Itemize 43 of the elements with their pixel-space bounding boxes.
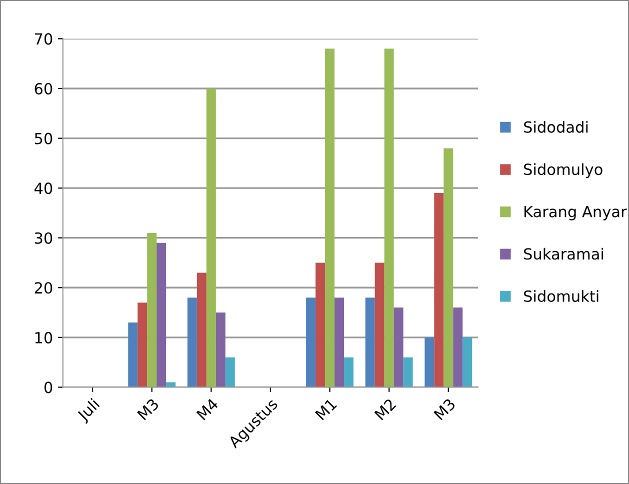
legend-label: Sidomukti [524, 290, 598, 302]
y-tick-label: 30 [34, 232, 52, 244]
bar [394, 308, 404, 388]
y-tick-label: 60 [34, 82, 52, 95]
y-tick-label: 50 [34, 132, 52, 144]
bar [128, 322, 138, 388]
y-tick-label: 0 [44, 382, 52, 394]
bar [138, 302, 148, 388]
x-tick-label: M2 [374, 398, 396, 420]
y-tick-label: 10 [35, 332, 52, 344]
bar [453, 308, 463, 388]
bar [462, 337, 472, 388]
bar [344, 357, 354, 388]
bar [156, 242, 166, 388]
bar [316, 262, 326, 388]
bar [444, 148, 454, 388]
x-tick-label: M3 [433, 398, 456, 420]
bar [403, 357, 413, 388]
legend-label: Karang Anyar [524, 206, 627, 220]
bar [196, 272, 206, 388]
x-tick-label: M1 [314, 398, 337, 420]
bar [325, 48, 335, 388]
legend-label: Sukaramai [524, 248, 604, 260]
bar [187, 298, 197, 388]
bar [306, 298, 316, 388]
bar [334, 298, 344, 388]
bar [166, 382, 176, 388]
bar [206, 88, 216, 388]
legend-label: Sidodadi [524, 120, 588, 133]
bar [374, 262, 384, 388]
x-tick-label: M4 [196, 398, 219, 420]
bar [384, 48, 394, 388]
y-tick-label: 20 [34, 282, 52, 294]
bar [216, 312, 226, 388]
bar [365, 298, 375, 388]
bar [434, 193, 444, 388]
bar [424, 337, 434, 388]
y-tick-label: 70 [34, 33, 52, 45]
legend-label: Sidomulyo [524, 163, 602, 178]
y-tick-label: 40 [34, 182, 52, 194]
bar [147, 232, 157, 388]
x-tick-label: M3 [136, 398, 160, 420]
bar [225, 357, 235, 388]
